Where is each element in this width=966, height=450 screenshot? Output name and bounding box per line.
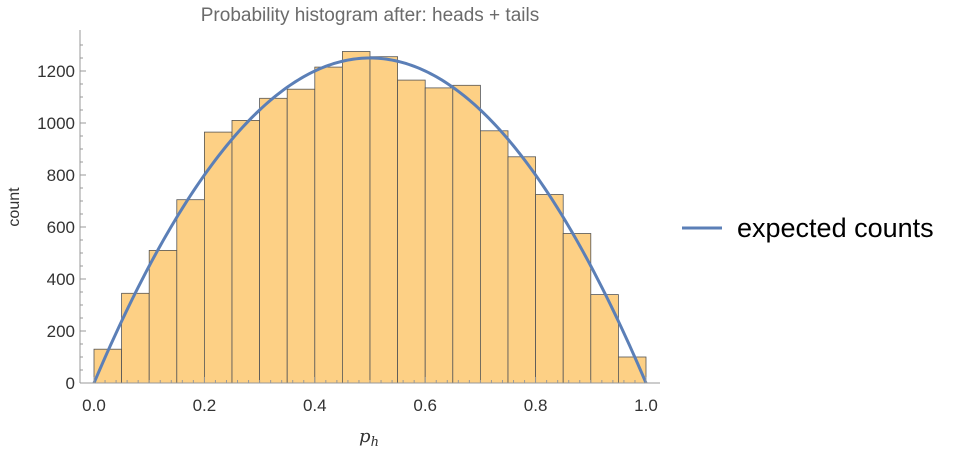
x-axis-label-main: p bbox=[359, 426, 371, 447]
histogram-bar bbox=[507, 156, 537, 384]
y-tick-label: 800 bbox=[47, 166, 75, 185]
y-tick-label: 400 bbox=[47, 270, 75, 289]
y-tick-label: 200 bbox=[47, 322, 75, 341]
x-tick-label: 0.2 bbox=[193, 396, 217, 415]
legend: expected counts bbox=[682, 213, 934, 243]
histogram-bar bbox=[535, 194, 564, 384]
histogram-bar bbox=[452, 84, 481, 384]
histogram-bar bbox=[121, 292, 150, 384]
curve-layer bbox=[92, 56, 648, 384]
histogram-bar bbox=[148, 249, 178, 384]
y-tick-label: 1200 bbox=[37, 62, 75, 81]
histogram-bar bbox=[231, 120, 261, 384]
expected-counts-line bbox=[92, 56, 648, 384]
x-axis-label-subscript: h bbox=[371, 435, 379, 450]
legend-entry-expected-counts: expected counts bbox=[737, 213, 934, 243]
histogram-bar bbox=[314, 66, 343, 384]
histogram-bar bbox=[259, 97, 288, 384]
histogram-bar bbox=[424, 87, 454, 384]
y-tick-label: 600 bbox=[47, 218, 75, 237]
histogram-bar bbox=[369, 56, 399, 384]
axes-layer: 0.0 0.2 0.4 0.6 0.8 1.0 0 200 400 600 800 1000 1200 bbox=[37, 30, 660, 415]
histogram-bar bbox=[590, 294, 619, 384]
x-tick-label: 0.4 bbox=[303, 396, 327, 415]
y-axis-label: count bbox=[6, 187, 23, 227]
histogram-bar bbox=[286, 88, 316, 384]
y-tick-label: 1000 bbox=[37, 114, 75, 133]
x-tick-label: 0.0 bbox=[82, 396, 106, 415]
bars-layer bbox=[93, 51, 647, 384]
histogram-bar bbox=[397, 79, 426, 384]
x-axis-label: ph bbox=[359, 426, 379, 450]
x-tick-label: 0.6 bbox=[413, 396, 437, 415]
histogram-bar bbox=[176, 199, 205, 384]
histogram-bar bbox=[341, 51, 371, 384]
x-tick-label: 1.0 bbox=[634, 396, 658, 415]
y-tick-label: 0 bbox=[66, 374, 75, 393]
x-tick-label: 0.8 bbox=[524, 396, 548, 415]
chart-title: Probability histogram after: heads + tai… bbox=[201, 5, 539, 26]
histogram-bar bbox=[562, 233, 592, 384]
histogram-bar bbox=[479, 130, 509, 384]
